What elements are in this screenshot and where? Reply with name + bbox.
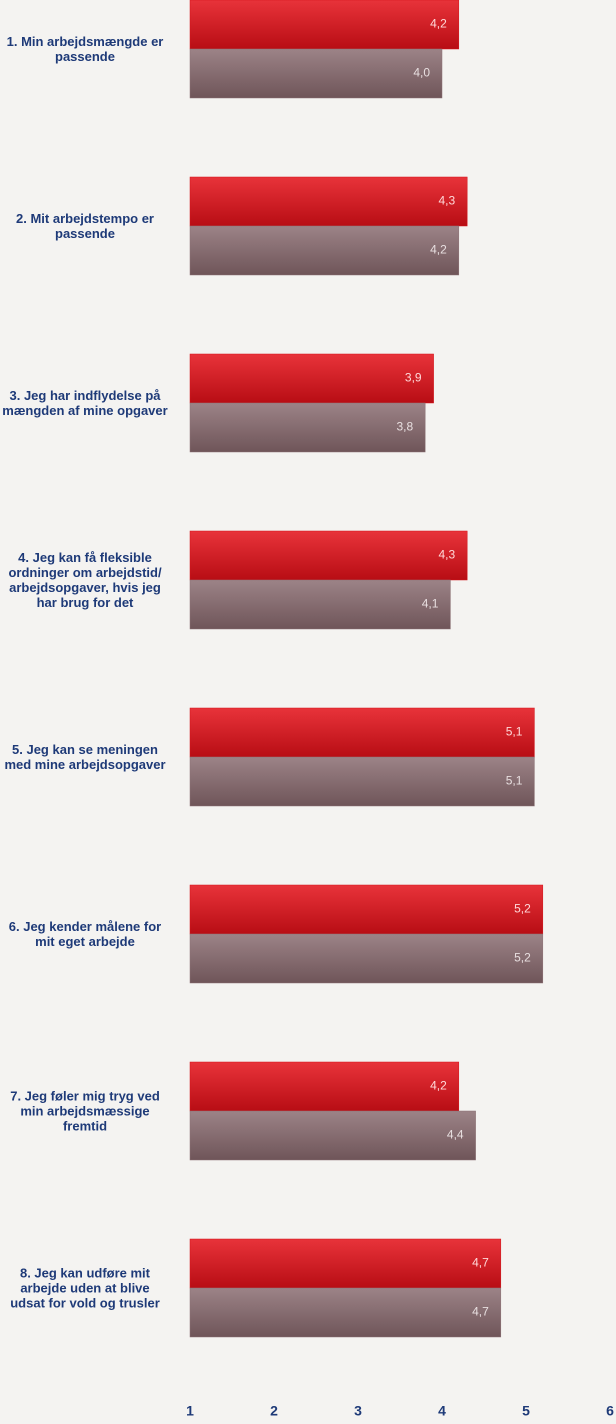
bar <box>189 530 468 581</box>
value-label: 4,3 <box>439 548 456 562</box>
value-label: 4,7 <box>472 1256 489 1270</box>
value-label: 5,1 <box>506 725 523 739</box>
category-label: 4. Jeg kan få fleksible ordninger om arb… <box>8 550 162 610</box>
value-label: 4,2 <box>430 17 447 31</box>
x-tick-label: 1 <box>186 1403 194 1419</box>
bar <box>189 1287 502 1338</box>
value-label: 4,3 <box>439 194 456 208</box>
category-label: 2. Mit arbejdstempo er passende <box>16 211 154 241</box>
value-label: 4,7 <box>472 1305 489 1319</box>
bar <box>189 579 451 630</box>
bar <box>189 933 544 984</box>
bar <box>189 756 535 807</box>
bar <box>189 884 544 935</box>
bar <box>189 0 460 50</box>
value-label: 4,4 <box>447 1128 464 1142</box>
value-label: 5,2 <box>514 902 531 916</box>
bar <box>189 176 468 227</box>
value-label: 4,2 <box>430 243 447 257</box>
bar <box>189 353 434 404</box>
x-tick-label: 2 <box>270 1403 278 1419</box>
value-label: 3,9 <box>405 371 422 385</box>
bar <box>189 1110 476 1161</box>
category-label: 3. Jeg har indflydelse på mængden af min… <box>2 388 168 418</box>
bar <box>189 1061 460 1112</box>
value-label: 4,1 <box>422 597 439 611</box>
category-label: 1. Min arbejdsmængde er passende <box>6 34 164 64</box>
x-tick-label: 5 <box>522 1403 530 1419</box>
bar <box>189 1238 502 1289</box>
category-label: 5. Jeg kan se meningen med mine arbejdso… <box>4 742 166 772</box>
value-label: 5,1 <box>506 774 523 788</box>
x-tick-label: 4 <box>438 1403 446 1419</box>
value-label: 3,8 <box>397 420 414 434</box>
category-label: 7. Jeg føler mig tryg ved min arbejdsmæs… <box>10 1088 160 1134</box>
x-tick-label: 6 <box>606 1403 614 1419</box>
value-label: 4,2 <box>430 1079 447 1093</box>
x-tick-label: 3 <box>354 1403 362 1419</box>
value-label: 5,2 <box>514 951 531 965</box>
value-label: 4,0 <box>413 66 430 80</box>
bar <box>189 707 535 758</box>
bar <box>189 225 460 276</box>
bar <box>189 48 443 99</box>
category-label: 6. Jeg kender målene for mit eget arbejd… <box>8 919 162 949</box>
category-label: 8. Jeg kan udføre mit arbejde uden at bl… <box>10 1265 160 1311</box>
bar <box>189 402 426 453</box>
